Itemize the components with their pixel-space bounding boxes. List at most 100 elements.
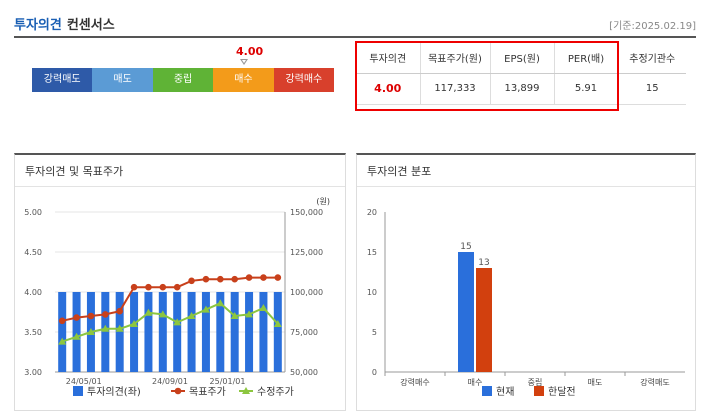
y-tick-label: 15: [367, 248, 377, 257]
y-tick-label: 0: [372, 368, 377, 377]
y-tick-label: 5: [372, 328, 377, 337]
adjusted-price-point: [173, 318, 182, 326]
right-axis-unit: (원): [316, 197, 330, 206]
y-tick-label: 20: [367, 208, 377, 217]
consensus-table: 투자의견 목표주가(원) EPS(원) PER(배) 추정기관수 4.00 11…: [356, 42, 686, 105]
right-tick-label: 75,000: [290, 328, 318, 337]
opinion-target-price-panel: 투자의견 및 목표주가 5.00 150,000 4.50 125,000 4.00 10…: [14, 153, 346, 411]
section-title-sub: 컨센서스: [66, 18, 115, 33]
adjusted-price-line: [61, 302, 279, 343]
bar-value-label: 13: [478, 258, 489, 268]
left-tick-label: 4.50: [24, 248, 42, 257]
left-tick-label: 4.00: [24, 288, 42, 297]
category-label: 강력매도: [640, 377, 669, 387]
right-tick-label: 50,000: [290, 368, 318, 377]
adjusted-price-point: [115, 324, 124, 332]
header-divider: [14, 36, 696, 38]
adjusted-price-point: [58, 337, 67, 345]
target-price-point: [217, 275, 224, 283]
legend-adjusted-marker: [242, 387, 250, 394]
target-price-point: [116, 307, 123, 315]
opinion-bar: [115, 292, 124, 372]
opinion-distribution-panel: 투자의견 분포 20 15 10 5 0 강력매수 매수 중립 매도 강력매도 15 13 현재 한달전: [356, 153, 696, 411]
opinion-bar: [201, 292, 210, 372]
opinion-bar: [58, 292, 67, 372]
consensus-header-row: 투자의견 목표주가(원) EPS(원) PER(배) 추정기관수: [356, 42, 686, 74]
x-tick-label: 24/05/01: [66, 377, 102, 386]
target-price-point: [173, 283, 181, 291]
opinion-bar: [245, 292, 254, 372]
target-price-point: [202, 275, 210, 283]
adjusted-price-point: [259, 304, 268, 311]
legend-current-label: 현재: [496, 386, 514, 398]
left-tick-label: 3.00: [24, 368, 42, 377]
current-opinion-value: 4.00: [236, 45, 264, 58]
legend-prev-month-swatch: [534, 386, 544, 396]
opinion-bar: [158, 292, 167, 372]
right-tick-label: 150,000: [290, 208, 323, 217]
scale-sell: 매도: [92, 68, 153, 92]
td-analyst-count: 15: [618, 73, 686, 105]
panel-title-opinion-target: 투자의견 및 목표주가: [25, 165, 124, 178]
scale-strong-buy: 강력매수: [273, 68, 335, 92]
target-price-point: [87, 312, 95, 320]
opinion-bar: [144, 292, 153, 372]
opinion-bar: [173, 292, 182, 372]
legend-current-swatch: [482, 386, 492, 396]
y-tick-label: 10: [367, 288, 377, 297]
adjusted-price-point: [216, 299, 225, 307]
adjusted-price-point: [130, 320, 139, 327]
target-price-point: [58, 317, 66, 325]
legend-adjusted-label: 수정주가: [257, 386, 294, 398]
scale-strong-sell: 강력매도: [32, 68, 93, 92]
target-price-point: [130, 283, 138, 291]
panel-divider: [357, 186, 695, 187]
adjusted-price-point: [144, 308, 153, 316]
target-price-point: [145, 283, 152, 291]
opinion-target-price-chart: 5.00 150,000 4.50 125,000 4.00 100,000 3.50 75,…: [24, 197, 330, 398]
adjusted-price-point: [72, 332, 81, 340]
legend-target-marker: [174, 387, 182, 395]
td-eps: 13,899: [490, 73, 555, 105]
opinion-bar: [72, 292, 81, 372]
opinion-bar: [216, 292, 225, 372]
adjusted-price-point: [273, 320, 282, 327]
th-analyst-count: 추정기관수: [618, 42, 686, 74]
legend-target-label: 목표주가: [189, 386, 226, 398]
panel-title-distribution: 투자의견 분포: [367, 165, 432, 178]
adjusted-price-point: [245, 310, 254, 318]
target-price-point: [231, 275, 238, 283]
legend-prev-month-label: 한달전: [548, 386, 576, 398]
adjusted-price-point: [86, 328, 95, 335]
category-label: 매도: [588, 378, 603, 387]
th-eps: EPS(원): [490, 42, 555, 74]
target-price-line: [61, 276, 278, 322]
adjusted-price-point: [158, 310, 167, 318]
distribution-bar: [458, 252, 474, 372]
opinion-bar: [130, 292, 139, 372]
legend-opinion-swatch: [73, 386, 83, 396]
left-tick-label: 5.00: [24, 208, 42, 217]
scale-hold: 중립: [152, 68, 214, 92]
scale-buy: 매수: [213, 68, 274, 92]
th-per: PER(배): [554, 42, 619, 74]
adjusted-price-point: [101, 324, 110, 332]
base-date: [기준:2025.02.19]: [609, 21, 696, 32]
x-tick-label: 25/01/01: [210, 377, 246, 386]
th-target-price: 목표주가(원): [420, 42, 491, 74]
target-price-point: [73, 314, 80, 321]
panel-divider: [15, 186, 345, 187]
x-tick-label: 24/09/01: [152, 377, 188, 386]
td-target-price: 117,333: [420, 73, 491, 105]
target-price-point: [188, 277, 195, 285]
td-opinion: 4.00: [356, 73, 421, 105]
opinion-bar: [273, 292, 282, 372]
category-label: 강력매수: [400, 377, 429, 387]
target-price-point: [274, 274, 282, 281]
right-tick-label: 100,000: [290, 288, 323, 297]
td-per: 5.91: [554, 73, 619, 105]
distribution-bar: [476, 268, 492, 372]
adjusted-price-point: [230, 312, 239, 319]
opinion-distribution-chart: 20 15 10 5 0 강력매수 매수 중립 매도 강력매도 15 13 현재 한달전: [367, 208, 685, 398]
current-opinion-marker-icon: [240, 59, 248, 65]
